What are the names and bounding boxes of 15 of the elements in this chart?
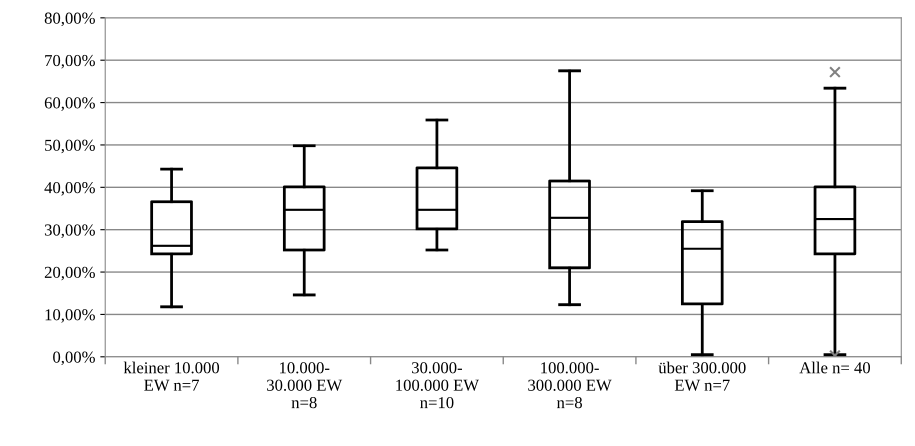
y-tick-label: 30,00% <box>44 224 95 238</box>
x-tick-label: 100.000- 300.000 EW n=8 <box>528 362 612 408</box>
x-tick-label: kleiner 10.000 EW n=7 <box>124 362 220 391</box>
y-tick-label: 70,00% <box>45 54 95 69</box>
x-tick-label: 10.000- 30.000 EW n=8 <box>267 362 342 408</box>
x-tick-label: Alle n= 40 <box>799 362 870 374</box>
y-tick-label: 10,00% <box>46 309 95 323</box>
y-tick-label: 40,00% <box>44 182 95 196</box>
y-tick-label: 50,00% <box>45 140 95 154</box>
x-tick-label: über 300.000 EW n=7 <box>658 362 746 391</box>
y-tick-label: 60,00% <box>44 97 95 111</box>
y-tick-label: 0,00% <box>53 352 95 366</box>
y-tick-label: 80,00% <box>44 12 95 26</box>
x-tick-label: 30.000- 100.000 EW n=10 <box>396 362 479 408</box>
y-tick-label: 20,00% <box>44 266 95 280</box>
